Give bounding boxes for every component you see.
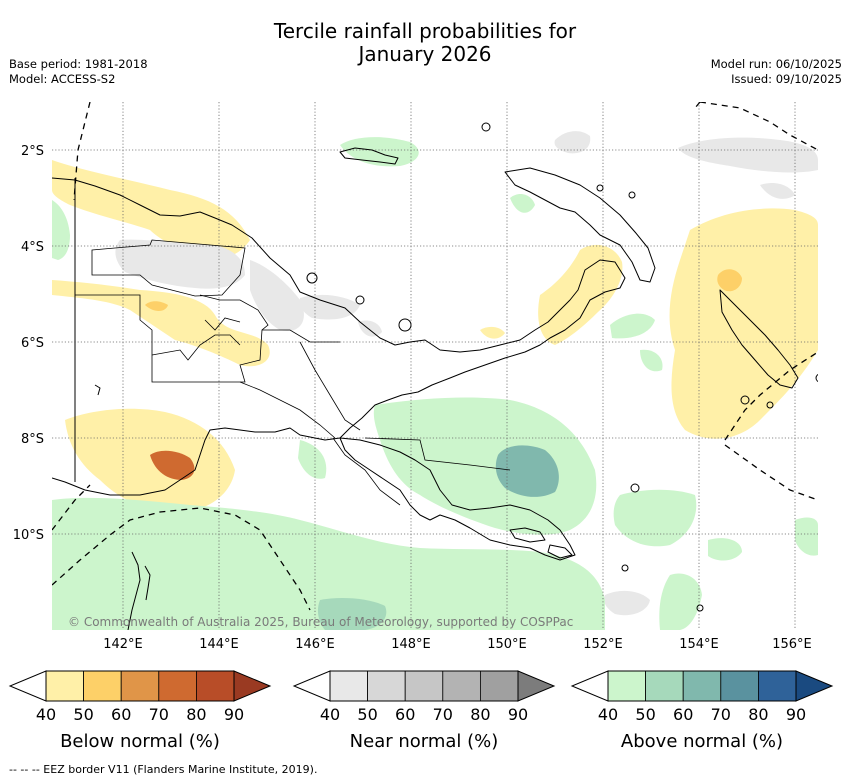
colorbar-below-tick-90: 90 [224,705,244,724]
colorbar-near-tick-60: 60 [395,705,415,724]
colorbar-near-swatch-70 [442,670,481,702]
colorbar-below-over-triangle [233,670,272,702]
colorbar-near-tick-70: 70 [433,705,453,724]
colorbar-above-swatch-60 [682,670,722,702]
lon-label-152e: 152°E [583,637,623,652]
latitude-labels: 2°S 4°S 6°S 8°S 10°S [13,144,44,543]
colorbar-above-swatch-50 [645,670,684,702]
title-line-2: January 2026 [358,42,492,66]
colorbar-above-tick-40: 40 [598,705,618,724]
colorbar-below-tick-70: 70 [149,705,169,724]
coastlines [52,122,818,630]
colorbar-below-tick-40: 40 [36,705,56,724]
colorbar-below-title: Below normal (%) [60,731,220,752]
model-run-date: Model run: 06/10/2025 [710,57,842,71]
colorbar-above-tick-70: 70 [711,705,731,724]
colorbar-above-swatch-40 [607,670,646,702]
colorbar-above-tick-80: 80 [748,705,768,724]
colorbar-near-swatch-50 [367,670,406,702]
lon-label-142e: 142°E [103,637,143,652]
colorbar-below-swatch-80 [195,670,235,702]
colorbar-below-swatch-40 [45,670,84,702]
colorbar-above-tick-60: 60 [673,705,693,724]
colorbar-below-swatch-50 [83,670,122,702]
lon-label-150e: 150°E [487,637,527,652]
model-info: Base period: 1981-2018 Model: ACCESS-S2 [9,57,148,87]
colorbar-below-tick-50: 50 [73,705,93,724]
colorbar-near-swatch-40 [329,670,368,702]
lat-label-2s: 2°S [21,144,44,159]
lon-label-144e: 144°E [199,637,239,652]
lon-label-148e: 148°E [391,637,431,652]
colorbar-above-title: Above normal (%) [621,731,783,752]
colorbar-above-tick-90: 90 [786,705,806,724]
eez-borders [52,102,818,611]
chart-title: Tercile rainfall probabilities for Janua… [0,20,850,66]
colorbar-above-swatch-80 [758,670,797,702]
model-name: Model: ACCESS-S2 [9,72,116,86]
map-area: © Commonwealth of Australia 2025, Bureau… [52,102,818,630]
lat-label-6s: 6°S [21,336,44,351]
longitude-labels: 142°E 144°E 146°E 148°E 150°E 152°E 154°… [103,637,812,652]
base-period: Base period: 1981-2018 [9,57,148,71]
lat-label-10s: 10°S [13,528,44,543]
colorbar-above-tick-50: 50 [635,705,655,724]
colorbar-below-normal: 40 50 60 70 80 90 Below normal (%) [8,670,272,752]
colorbar-near-tick-80: 80 [470,705,490,724]
title-line-1: Tercile rainfall probabilities for [273,19,577,43]
colorbar-above-over-triangle [795,670,834,702]
eez-footnote: -- -- -- EEZ border V11 (Flanders Marine… [9,763,318,776]
colorbar-near-tick-40: 40 [320,705,340,724]
lat-label-4s: 4°S [21,240,44,255]
colorbar-above-swatch-70 [720,670,759,702]
lon-label-146e: 146°E [295,637,335,652]
above-normal-regions [52,137,818,630]
colorbar-near-tick-50: 50 [357,705,377,724]
colorbar-near-normal: 40 50 60 70 80 90 Near normal (%) [292,670,556,752]
province-boundaries [75,239,511,506]
colorbar-near-swatch-80 [479,670,519,702]
copyright-text: © Commonwealth of Australia 2025, Bureau… [68,615,573,629]
colorbar-below-swatch-60 [120,670,160,702]
colorbar-below-swatch-70 [158,670,197,702]
colorbar-near-over-triangle [517,670,556,702]
colorbar-near-under-triangle [292,670,331,702]
colorbar-above-normal: 40 50 60 70 80 90 Above normal (%) [570,670,834,752]
colorbar-near-swatch-60 [404,670,444,702]
colorbar-below-under-triangle [8,670,47,702]
colorbar-below-tick-80: 80 [186,705,206,724]
colorbar-near-tick-90: 90 [508,705,528,724]
lon-label-156e: 156°E [772,637,812,652]
colorbar-near-title: Near normal (%) [350,731,499,752]
lat-label-8s: 8°S [21,432,44,447]
issued-date: Issued: 09/10/2025 [731,72,842,86]
colorbar-above-under-triangle [570,670,609,702]
run-info: Model run: 06/10/2025 Issued: 09/10/2025 [711,57,842,87]
colorbar-below-tick-60: 60 [111,705,131,724]
lon-label-154e: 154°E [679,637,719,652]
